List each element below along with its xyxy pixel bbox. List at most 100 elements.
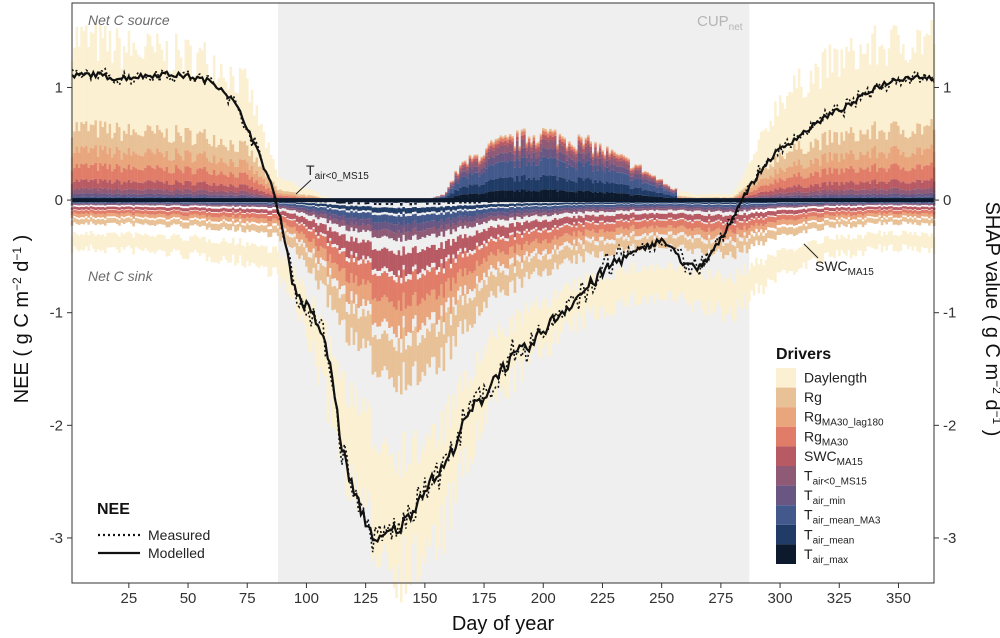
shap-bar-positive	[158, 129, 161, 152]
shap-bar-negative	[369, 314, 372, 346]
shap-bar-positive	[473, 172, 476, 185]
shap-bar-negative	[146, 202, 150, 204]
shap-bar-negative	[101, 204, 105, 206]
shap-bar-positive	[456, 173, 460, 174]
shap-bar-positive	[530, 142, 533, 144]
shap-bar-negative	[175, 214, 178, 218]
shap-bar-negative	[461, 391, 465, 478]
shap-bar-negative	[494, 241, 498, 256]
shap-bar-positive	[255, 188, 259, 194]
shap-bar-positive	[674, 189, 678, 192]
shap-bar-positive	[598, 151, 602, 159]
shap-bar-positive	[601, 152, 604, 155]
shap-bar-positive	[620, 154, 623, 156]
shap-bar-positive	[556, 152, 559, 160]
shap-bar-positive	[478, 162, 481, 165]
shap-bar-negative	[696, 268, 699, 300]
shap-bar-negative	[463, 370, 467, 447]
shap-bar-negative	[549, 232, 552, 243]
shap-bar-positive	[563, 162, 566, 179]
shap-bar-positive	[485, 152, 488, 156]
shap-bar-negative	[423, 207, 427, 213]
shap-bar-positive	[283, 191, 287, 195]
shap-bar-positive	[520, 139, 524, 149]
shap-bar-negative	[215, 205, 218, 207]
shap-bar-positive	[286, 180, 289, 192]
shap-bar-negative	[122, 213, 126, 218]
shap-bar-positive	[132, 151, 135, 168]
shap-bar-positive	[542, 147, 545, 157]
shap-bar-negative	[589, 277, 592, 313]
shap-bar-negative	[710, 202, 713, 205]
shap-bar-positive	[186, 39, 190, 128]
shap-bar-positive	[475, 154, 479, 156]
shap-bar-negative	[544, 298, 548, 343]
shap-bar-negative	[648, 204, 652, 207]
shap-bar-negative	[250, 208, 254, 213]
shap-bar-negative	[89, 201, 93, 203]
shap-bar-negative	[328, 240, 332, 255]
shap-bar-negative	[390, 276, 394, 302]
shap-bar-negative	[705, 244, 709, 257]
shap-bar-positive	[627, 185, 630, 194]
shap-bar-negative	[298, 225, 301, 234]
shap-bar-negative	[478, 214, 481, 220]
shap-bar-positive	[532, 144, 536, 153]
shap-bar-positive	[257, 166, 261, 177]
shap-bar-negative	[610, 231, 614, 240]
shap-bar-negative	[246, 223, 249, 230]
shap-bar-positive	[248, 193, 251, 197]
shap-bar-negative	[241, 202, 244, 205]
shap-bar-negative	[286, 264, 289, 294]
shap-bar-negative	[364, 219, 368, 226]
shap-bar-positive	[108, 147, 112, 165]
shap-bar-positive	[156, 125, 159, 149]
shap-bar-positive	[321, 195, 325, 199]
shap-bar-positive	[634, 164, 637, 166]
shap-bar-negative	[404, 216, 408, 225]
shap-bar-positive	[454, 171, 458, 173]
shap-bar-negative	[120, 217, 124, 223]
shap-bar-positive	[248, 188, 251, 194]
shap-bar-positive	[658, 192, 661, 197]
shap-bar-negative	[501, 270, 505, 290]
shap-bar-negative	[108, 232, 112, 248]
shap-bar-positive	[248, 196, 251, 199]
shap-bar-negative	[591, 206, 595, 209]
shap-bar-negative	[281, 210, 285, 216]
shap-bar-negative	[622, 222, 626, 230]
shap-bar-negative	[300, 243, 304, 256]
shap-bar-negative	[561, 227, 564, 237]
shap-bar-positive	[617, 158, 621, 162]
shap-bar-positive	[189, 181, 192, 190]
shap-bar-negative	[248, 245, 251, 266]
shap-bar-positive	[485, 192, 488, 201]
shap-bar-positive	[568, 143, 571, 147]
shap-bar-positive	[118, 180, 121, 189]
shap-bar-positive	[627, 175, 630, 186]
shap-bar-negative	[523, 209, 526, 214]
shap-bar-positive	[96, 197, 100, 199]
shap-bar-negative	[340, 268, 344, 286]
shap-bar-negative	[558, 227, 562, 237]
shap-bar-negative	[475, 209, 479, 214]
shap-bar-positive	[537, 146, 540, 151]
shap-bar-positive	[570, 146, 574, 150]
shap-bar-negative	[208, 203, 211, 205]
shap-bar-negative	[610, 223, 614, 232]
shap-bar-negative	[636, 202, 640, 204]
shap-bar-negative	[293, 202, 296, 204]
shap-bar-negative	[459, 269, 462, 287]
shap-bar-negative	[227, 213, 230, 218]
shap-bar-negative	[336, 219, 339, 225]
shap-bar-positive	[191, 78, 195, 146]
shap-bar-positive	[227, 165, 230, 177]
shap-bar-negative	[139, 219, 143, 225]
shap-bar-negative	[293, 208, 296, 211]
shap-bar-negative	[347, 241, 351, 259]
shap-bar-positive	[629, 169, 633, 171]
shap-bar-negative	[75, 234, 79, 250]
shap-bar-positive	[163, 194, 166, 198]
shap-bar-negative	[639, 271, 642, 305]
shap-bar-positive	[75, 196, 79, 199]
